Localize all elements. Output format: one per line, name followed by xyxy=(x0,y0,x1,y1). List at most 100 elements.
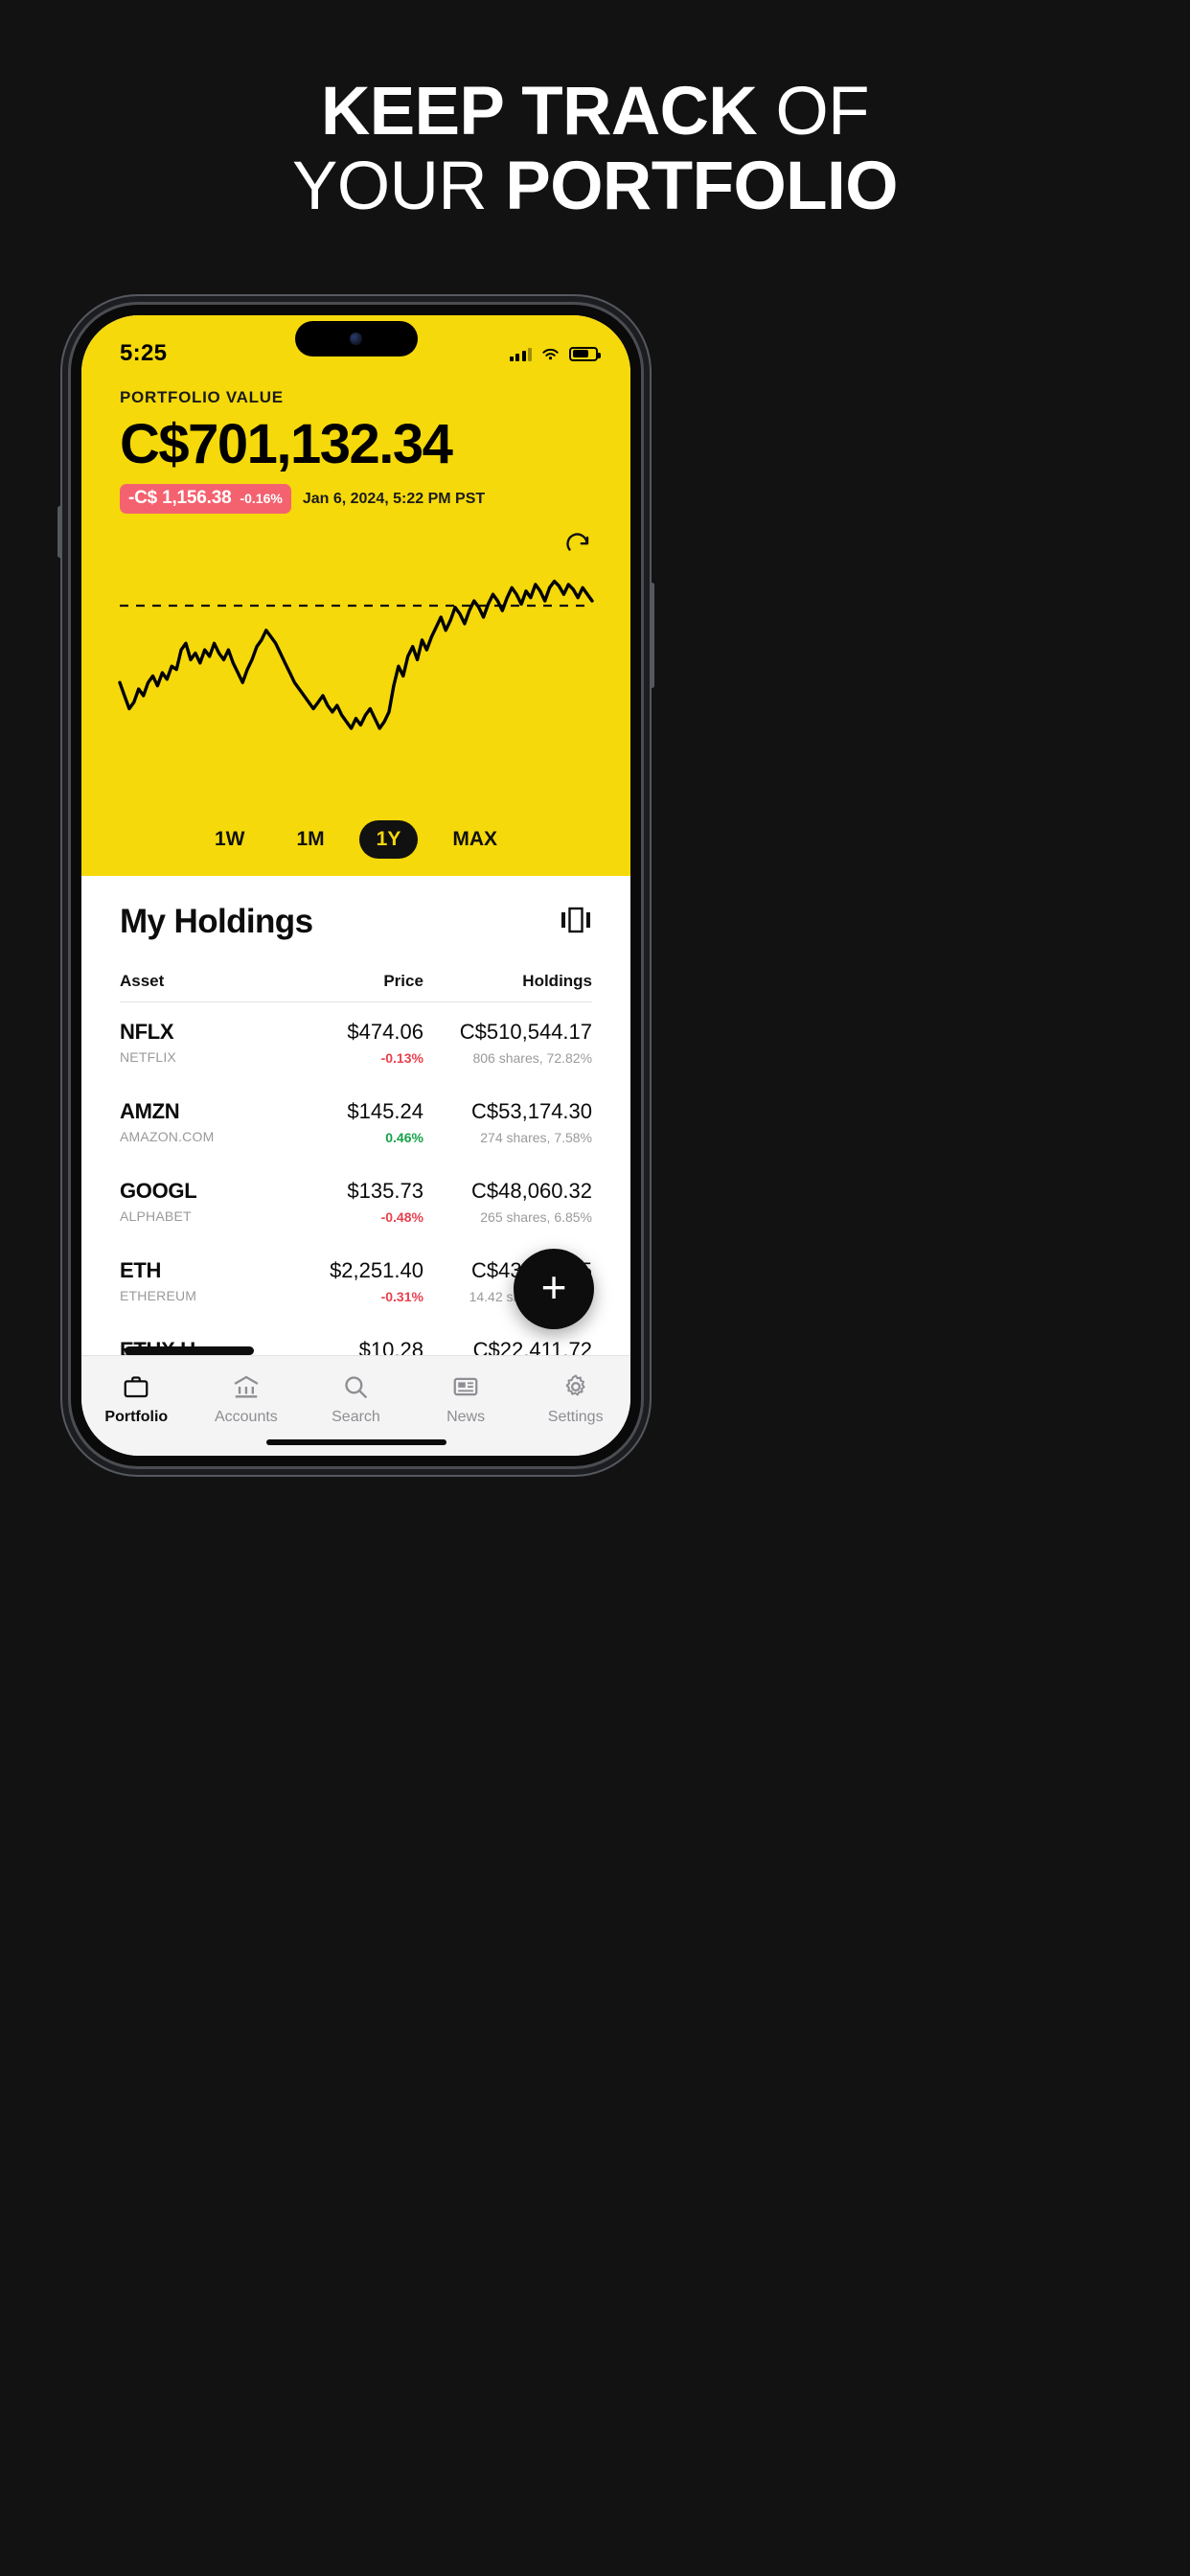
tab-label-search: Search xyxy=(332,1409,380,1425)
change-amount: -C$ 1,156.38 xyxy=(128,488,232,508)
portfolio-summary: PORTFOLIO VALUE C$701,132.34 -C$ 1,156.3… xyxy=(81,375,630,514)
holding-price-cell: $474.06 -0.13% xyxy=(288,1020,423,1066)
holding-shares: 806 shares, 72.82% xyxy=(472,1050,593,1066)
range-option-1m[interactable]: 1M xyxy=(296,828,325,850)
briefcase-icon xyxy=(124,1376,149,1398)
holding-value-cell: C$510,544.17 806 shares, 72.82% xyxy=(423,1020,592,1066)
holding-value: C$510,544.17 xyxy=(459,1020,593,1044)
holdings-list: NFLX NETFLIX $474.06 -0.13% C$510,544.17 806 … xyxy=(120,1002,592,1400)
table-row[interactable]: NFLX NETFLIX $474.06 -0.13% C$510,544.17 806 … xyxy=(120,1002,592,1082)
holdings-section: My Holdings Asset Price Holdings NFLX NET xyxy=(81,876,630,1384)
portfolio-value-label: PORTFOLIO VALUE xyxy=(120,388,284,406)
portfolio-change-row: -C$ 1,156.38 -0.16% Jan 6, 2024, 5:22 PM… xyxy=(120,484,592,514)
bank-icon xyxy=(234,1375,259,1398)
portfolio-chart-svg xyxy=(118,579,594,730)
plus-icon: + xyxy=(540,1262,567,1312)
change-percent: -0.16% xyxy=(240,491,283,506)
range-option-max[interactable]: MAX xyxy=(452,828,498,850)
portfolio-value-amount: C$701,132.34 xyxy=(120,413,453,475)
tab-label-portfolio: Portfolio xyxy=(104,1409,169,1425)
holding-price-cell: $145.24 0.46% xyxy=(288,1099,423,1145)
wifi-icon xyxy=(542,348,559,359)
tab-label-news: News xyxy=(446,1409,486,1425)
headline-line-1: KEEP TRACK OF xyxy=(0,75,1190,150)
status-bar-indicators xyxy=(509,346,601,361)
headline-line-1-light: OF xyxy=(757,74,870,150)
holding-symbol: ETH xyxy=(120,1258,162,1282)
holding-shares: 265 shares, 6.85% xyxy=(480,1209,593,1225)
layout-columns-button[interactable] xyxy=(560,906,592,939)
holding-price: $135.73 xyxy=(347,1179,423,1203)
headline-line-2: YOUR PORTFOLIO xyxy=(0,150,1190,224)
portfolio-chart[interactable] xyxy=(81,548,630,773)
holding-company-name: ETHEREUM xyxy=(120,1288,197,1303)
tab-news[interactable]: News xyxy=(411,1372,521,1426)
gear-icon xyxy=(565,1374,585,1396)
holding-value: C$53,174.30 xyxy=(471,1099,593,1123)
column-header-asset: Asset xyxy=(120,972,165,990)
holding-company-name: NETFLIX xyxy=(120,1049,176,1065)
add-holding-button[interactable]: + xyxy=(514,1249,594,1329)
newspaper-icon xyxy=(453,1377,478,1396)
holding-asset-cell: GOOGL ALPHABET xyxy=(120,1179,288,1224)
column-header-price: Price xyxy=(383,972,423,990)
tab-label-settings: Settings xyxy=(547,1409,604,1425)
holding-asset-cell: ETH ETHEREUM xyxy=(120,1258,288,1303)
holding-shares: 274 shares, 7.58% xyxy=(480,1130,593,1145)
tab-search[interactable]: Search xyxy=(301,1372,411,1426)
holding-value-cell: C$53,174.30 274 shares, 7.58% xyxy=(423,1099,592,1145)
refresh-icon xyxy=(566,533,589,551)
holding-symbol: AMZN xyxy=(120,1099,180,1123)
column-header-holdings: Holdings xyxy=(522,972,593,990)
chart-line-series xyxy=(118,579,594,730)
range-option-1w[interactable]: 1W xyxy=(214,828,245,850)
tab-label-accounts: Accounts xyxy=(214,1409,278,1425)
holding-symbol: GOOGL xyxy=(120,1179,197,1203)
status-badge: -C$ 1,156.38 -0.16% xyxy=(120,484,291,514)
marketing-headline: KEEP TRACK OF YOUR PORTFOLIO xyxy=(0,75,1190,224)
holding-asset-cell: NFLX NETFLIX xyxy=(120,1020,288,1065)
scroll-indicator xyxy=(125,1346,254,1355)
holding-company-name: ALPHABET xyxy=(120,1208,192,1224)
home-indicator xyxy=(265,1439,446,1445)
tab-portfolio[interactable]: Portfolio xyxy=(81,1372,192,1426)
battery-icon xyxy=(569,346,601,361)
holding-change-percent: -0.48% xyxy=(380,1209,423,1225)
chart-range-selector[interactable]: 1W 1M 1Y MAX xyxy=(81,820,630,859)
holding-value-cell: C$48,060.32 265 shares, 6.85% xyxy=(423,1179,592,1225)
holding-price-cell: $2,251.40 -0.31% xyxy=(288,1258,423,1304)
front-camera-icon xyxy=(350,333,362,345)
tab-settings[interactable]: Settings xyxy=(520,1372,630,1426)
holdings-column-headers: Asset Price Holdings xyxy=(120,972,592,1002)
holding-price: $145.24 xyxy=(347,1099,423,1123)
holdings-header: My Holdings xyxy=(120,876,592,941)
holding-value: C$48,060.32 xyxy=(471,1179,593,1203)
tab-accounts[interactable]: Accounts xyxy=(192,1372,302,1426)
phone-frame: 5:25 PORTFOLIO VA xyxy=(57,305,654,1466)
refresh-button[interactable] xyxy=(563,531,592,560)
holding-change-percent: -0.13% xyxy=(380,1050,423,1066)
holding-asset-cell: AMZN AMAZON.COM xyxy=(120,1099,288,1144)
bottom-tab-bar[interactable]: Portfolio Accounts xyxy=(81,1346,630,1456)
holding-symbol: NFLX xyxy=(120,1020,174,1044)
headline-line-1-bold: KEEP TRACK xyxy=(320,74,758,150)
holding-price-cell: $135.73 -0.48% xyxy=(288,1179,423,1225)
holding-change-percent: -0.31% xyxy=(380,1289,423,1304)
page-title: My Holdings xyxy=(120,903,313,940)
portfolio-hero: 5:25 PORTFOLIO VA xyxy=(81,315,630,876)
status-bar: 5:25 xyxy=(81,315,630,375)
range-option-1y[interactable]: 1Y xyxy=(358,820,419,859)
status-bar-time: 5:25 xyxy=(120,340,168,366)
holding-price: $2,251.40 xyxy=(330,1258,423,1282)
holding-price: $474.06 xyxy=(347,1020,423,1044)
signal-bars-icon xyxy=(509,347,532,361)
search-icon xyxy=(345,1376,368,1398)
table-row[interactable]: AMZN AMAZON.COM $145.24 0.46% C$53,174.30 274… xyxy=(120,1082,592,1162)
holding-company-name: AMAZON.COM xyxy=(120,1129,215,1144)
headline-line-2-bold: PORTFOLIO xyxy=(505,149,898,224)
table-row[interactable]: GOOGL ALPHABET $135.73 -0.48% C$48,060.32 265… xyxy=(120,1162,592,1241)
layout-columns-icon xyxy=(561,907,590,932)
headline-line-2-light: YOUR xyxy=(291,149,506,224)
dynamic-island xyxy=(294,321,418,356)
